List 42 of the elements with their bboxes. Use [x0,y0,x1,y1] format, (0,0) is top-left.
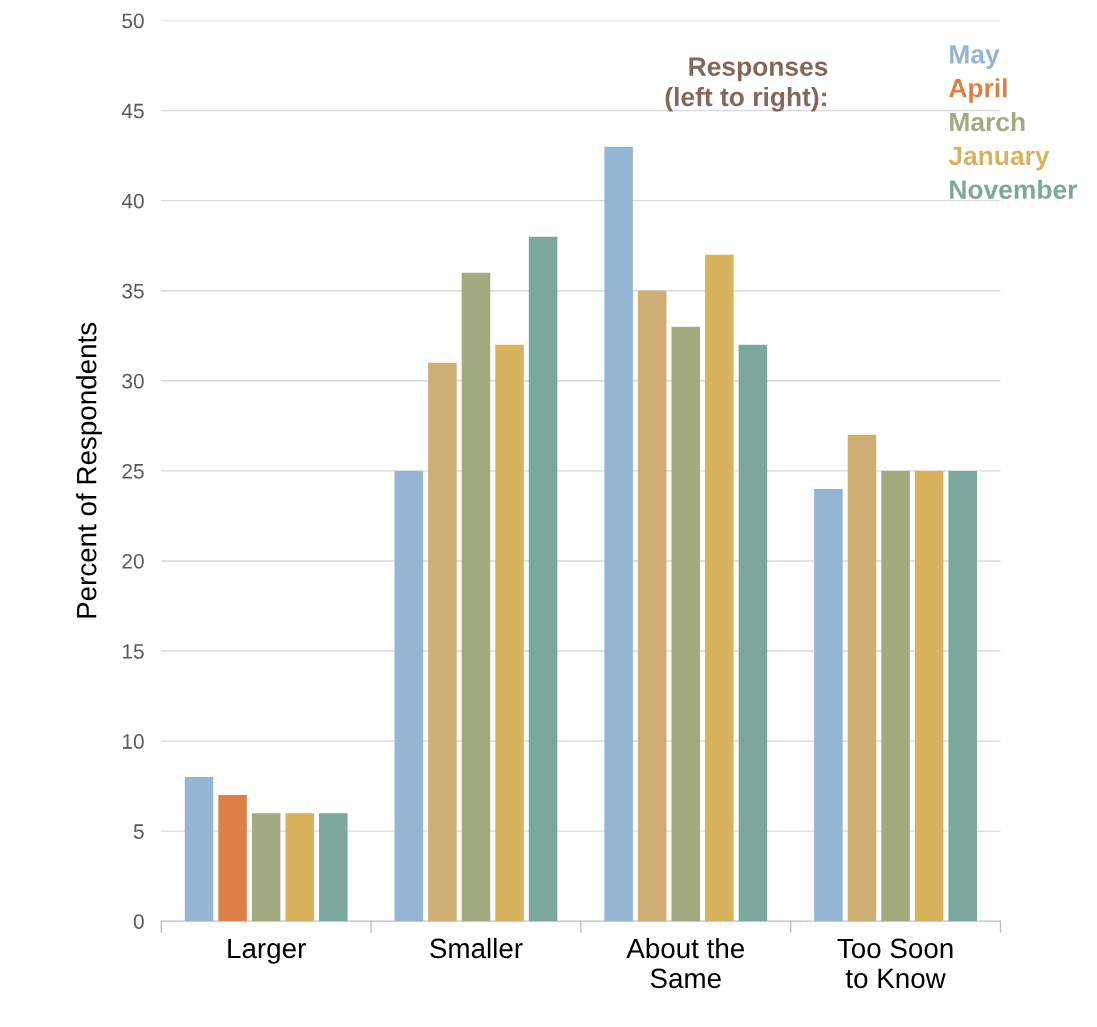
x-tick-label: Smaller [430,937,523,959]
y-tick-label: 0 [133,914,144,929]
bar [528,236,558,922]
bar [637,290,667,922]
bar [604,146,633,922]
y-axis-title: Percent of Respondents [76,322,102,618]
bar [251,813,281,922]
bar [914,470,944,922]
y-tick-label: 25 [122,463,144,479]
bar [428,362,457,922]
y-tick-label: 20 [122,553,144,569]
y-tick-label: 35 [122,283,144,299]
x-tick-label: About the Same [626,937,744,989]
text: May [950,45,1000,69]
y-tick-label: 40 [121,193,144,209]
y-tick-label: 10 [123,734,144,749]
text: January [948,146,1050,171]
x-tick-label: Too Soon to Know [837,938,953,989]
legend-title: Responses (left to right): [665,57,828,112]
bar [671,326,701,922]
text: November [950,179,1078,200]
text: March [950,111,1025,132]
y-tick-label: 45 [121,103,144,119]
bar [705,254,734,922]
bar [881,470,910,922]
bar [948,470,977,922]
bar [738,344,768,922]
x-tick-label: Larger [228,938,306,964]
bar [814,488,843,922]
y-tick-label: 5 [133,824,144,839]
bar [495,344,524,922]
bar [394,470,424,922]
bar [319,813,348,922]
bar [218,795,247,922]
bar [285,813,314,922]
bar [847,434,877,922]
y-tick-label: 30 [122,373,144,389]
bar [184,777,214,922]
bar [461,272,491,922]
y-tick-label: 50 [122,13,144,29]
y-tick-label: 15 [123,644,144,659]
text: April [949,78,1007,103]
